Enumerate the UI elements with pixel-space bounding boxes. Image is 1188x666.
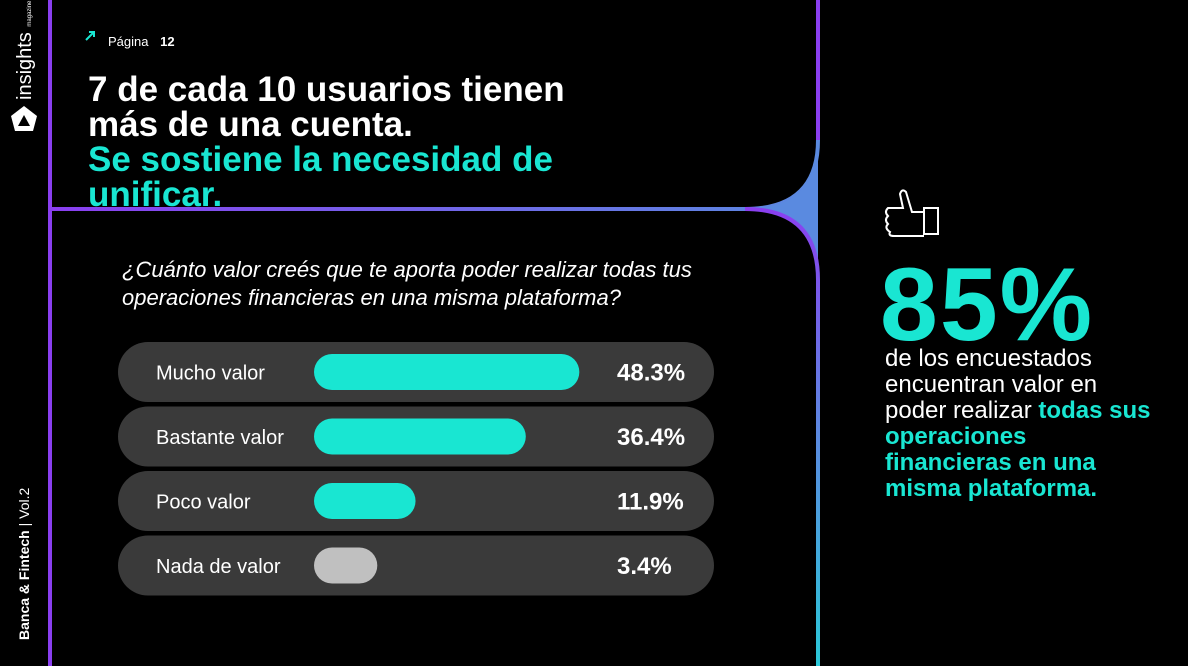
category-label: Poco valor <box>156 491 251 513</box>
value-label: 36.4% <box>617 424 685 451</box>
value-label: 11.9% <box>617 488 684 515</box>
headline-highlight: unificar. <box>88 175 223 214</box>
chart-title: ¿Cuánto valor creés que te aporta poder … <box>122 257 692 310</box>
notch <box>745 140 818 280</box>
bottom-frame <box>744 207 820 666</box>
page-number: 12 <box>160 34 175 49</box>
row-background <box>118 535 714 596</box>
stat-description: de los encuestados encuentran valor en p… <box>885 346 1155 502</box>
page-indicator: Página 12 <box>84 34 175 49</box>
arrow-icon <box>85 31 95 41</box>
brand-sub: magazine <box>27 0 33 27</box>
section: Banca & Fintech <box>16 530 32 640</box>
page-label: Página <box>108 34 149 49</box>
row-background <box>118 471 714 531</box>
headline: 7 de cada 10 usuarios tienen más de una … <box>88 72 565 212</box>
bar <box>314 354 580 390</box>
chart: Mucho valor 48.3% Bastante valor 36.4% Poco … <box>118 342 714 596</box>
logo <box>11 106 37 131</box>
bar <box>314 483 416 519</box>
headline-line: 7 de cada 10 usuarios tienen <box>88 70 565 109</box>
stat-emphasis: todas sus operaciones financieras en una… <box>885 397 1151 502</box>
value-label: 3.4% <box>617 553 672 580</box>
brand-name: insights <box>14 32 36 100</box>
stat-value: 85% <box>880 247 1095 363</box>
bar <box>314 547 378 584</box>
category-label: Nada de valor <box>156 556 281 578</box>
headline-line: más de una cuenta. <box>88 105 413 144</box>
volume: Vol.2 <box>16 487 32 519</box>
stat-text: de los encuestados encuentran valor en p… <box>885 345 1098 424</box>
brand: insights magazine <box>14 1 37 100</box>
value-label: 48.3% <box>617 359 685 386</box>
headline-highlight: Se sostiene la necesidad de <box>88 140 553 179</box>
thumb-icon <box>885 189 939 237</box>
sidebar: Banca & Fintech | Vol.2 <box>16 487 32 640</box>
category-label: Mucho valor <box>156 362 265 384</box>
category-label: Bastante valor <box>156 427 284 449</box>
bar <box>314 418 526 455</box>
